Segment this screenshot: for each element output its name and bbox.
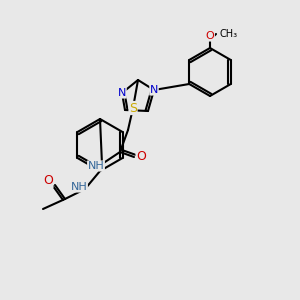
Text: NH: NH <box>70 182 87 192</box>
Text: N: N <box>150 85 158 95</box>
Text: NH: NH <box>88 161 104 171</box>
Text: N: N <box>118 88 126 98</box>
Text: O: O <box>136 151 146 164</box>
Text: O: O <box>43 175 53 188</box>
Text: O: O <box>206 31 214 41</box>
Text: S: S <box>129 101 137 115</box>
Text: CH₃: CH₃ <box>219 29 237 39</box>
